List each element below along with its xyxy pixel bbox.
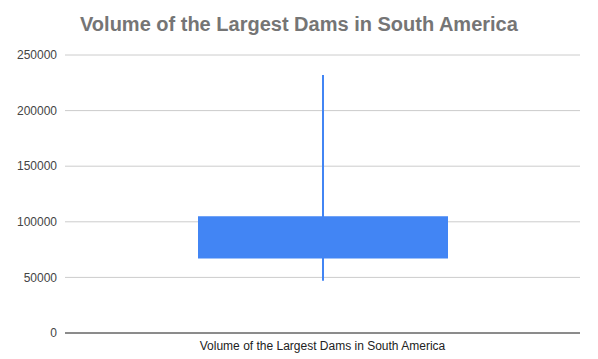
svg-text:250000: 250000 — [17, 48, 57, 62]
svg-text:50000: 50000 — [24, 271, 58, 285]
svg-text:0: 0 — [50, 326, 57, 340]
svg-text:200000: 200000 — [17, 104, 57, 118]
svg-text:Volume of the Largest Dams in: Volume of the Largest Dams in South Amer… — [200, 339, 446, 353]
svg-text:150000: 150000 — [17, 159, 57, 173]
svg-text:100000: 100000 — [17, 215, 57, 229]
html-text:Volume of the Largest Dams in: Volume of the Largest Dams in South Amer… — [80, 13, 518, 35]
